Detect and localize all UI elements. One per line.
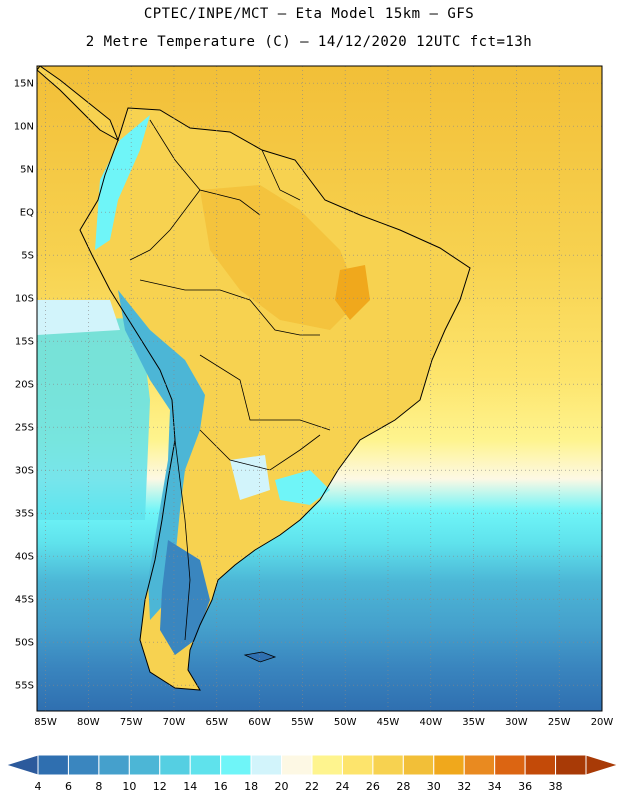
colorbar-label: 30 (427, 780, 441, 793)
colorbar-swatch (494, 754, 526, 776)
colorbar-swatch (433, 754, 465, 776)
patagonia-cold (160, 540, 210, 655)
lon-tick-label: 50W (334, 717, 357, 728)
lon-tick-label: 30W (505, 717, 528, 728)
colorbar-swatch (281, 754, 313, 776)
lat-tick-label: 35S (15, 509, 34, 520)
lon-tick-label: 65W (205, 717, 228, 728)
lon-tick-label: 85W (34, 717, 57, 728)
colorbar-swatch (524, 754, 557, 776)
colorbar-low-arrow (4, 754, 39, 776)
colorbar-label: 14 (183, 780, 197, 793)
colorbar-swatch (311, 754, 343, 776)
lon-tick-label: 25W (548, 717, 571, 728)
amazon-warm-zone (200, 185, 360, 330)
central-america (37, 66, 119, 142)
lat-tick-label: 5N (20, 165, 34, 176)
colorbar-label: 34 (488, 780, 502, 793)
lon-tick-label: 70W (163, 717, 186, 728)
lat-tick-label: EQ (20, 208, 34, 219)
lat-tick-label: 45S (15, 595, 34, 606)
lat-tick-label: 25S (15, 423, 34, 434)
hotspot-zone (335, 265, 370, 320)
lat-tick-label: 5S (21, 251, 34, 262)
falkland-islands (243, 651, 277, 663)
colorbar-label: 20 (275, 780, 289, 793)
lon-tick-label: 45W (377, 717, 400, 728)
andes-north-cold (95, 115, 150, 250)
lat-tick-label: 15N (14, 79, 34, 90)
colorbar-high-arrow (585, 754, 618, 776)
colorbar-label: 4 (35, 780, 42, 793)
colorbar-swatch (555, 754, 587, 776)
colorbar-label: 16 (214, 780, 228, 793)
south-america-landmass (80, 108, 470, 690)
map-field (37, 66, 602, 711)
lat-tick-label: 40S (15, 552, 34, 563)
colorbar-label: 22 (305, 780, 319, 793)
colorbar-swatch (220, 754, 252, 776)
lat-tick-label: 10N (14, 122, 34, 133)
colorbar-swatch (128, 754, 161, 776)
colorbar-swatch (67, 754, 100, 776)
uruguay-cool (275, 470, 330, 505)
axis-labels: 15N 10N 5N EQ 5S 10S 15S 20S 25S 30S 35S 40S 45S 50S 5… (14, 79, 614, 728)
colorbar-swatch (98, 754, 130, 776)
colorbar-label: 6 (65, 780, 72, 793)
andes-south-cold (118, 290, 205, 620)
lat-tick-label: 15S (15, 337, 34, 348)
lon-tick-label: 40W (419, 717, 442, 728)
colorbar-label: 10 (122, 780, 136, 793)
lon-tick-label: 55W (291, 717, 314, 728)
pacific-mild-zone (37, 300, 120, 335)
colorbar-swatch (402, 754, 435, 776)
colorbar-swatch (372, 754, 404, 776)
colorbar-label: 32 (457, 780, 471, 793)
colorbar-swatch (37, 754, 69, 776)
lon-tick-label: 60W (248, 717, 271, 728)
colorbar: 4 6 8 10 12 14 16 18 20 22 24 26 28 30 32 34 36 38 (4, 754, 618, 793)
map-frame (36, 65, 603, 712)
colorbar-label: 24 (335, 780, 349, 793)
lat-tick-label: 50S (15, 638, 34, 649)
colorbar-swatch (341, 754, 374, 776)
lat-tick-label: 30S (15, 466, 34, 477)
lon-tick-label: 75W (120, 717, 143, 728)
lon-tick-label: 20W (591, 717, 614, 728)
colorbar-label: 8 (95, 780, 102, 793)
chart-title-line-2: 2 Metre Temperature (C) – 14/12/2020 12U… (85, 34, 533, 50)
lat-tick-label: 10S (15, 294, 34, 305)
continent-coastline (79, 107, 471, 691)
colorbar-swatch (159, 754, 191, 776)
pampas-mild (230, 455, 270, 500)
lon-tick-label: 80W (77, 717, 100, 728)
colorbar-label: 12 (153, 780, 167, 793)
lon-tick-label: 35W (462, 717, 485, 728)
colorbar-label: 26 (366, 780, 380, 793)
colorbar-label: 36 (518, 780, 532, 793)
lat-tick-label: 55S (15, 681, 34, 692)
colorbar-swatch (189, 754, 222, 776)
colorbar-label: 18 (244, 780, 258, 793)
colorbar-swatch (250, 754, 283, 776)
lat-tick-label: 20S (15, 380, 34, 391)
chart-title-line-1: CPTEC/INPE/MCT – Eta Model 15km – GFS (143, 6, 475, 22)
colorbar-label: 28 (396, 780, 410, 793)
pacific-cool-zone (37, 318, 150, 520)
colorbar-swatch (463, 754, 496, 776)
colorbar-label: 38 (549, 780, 563, 793)
